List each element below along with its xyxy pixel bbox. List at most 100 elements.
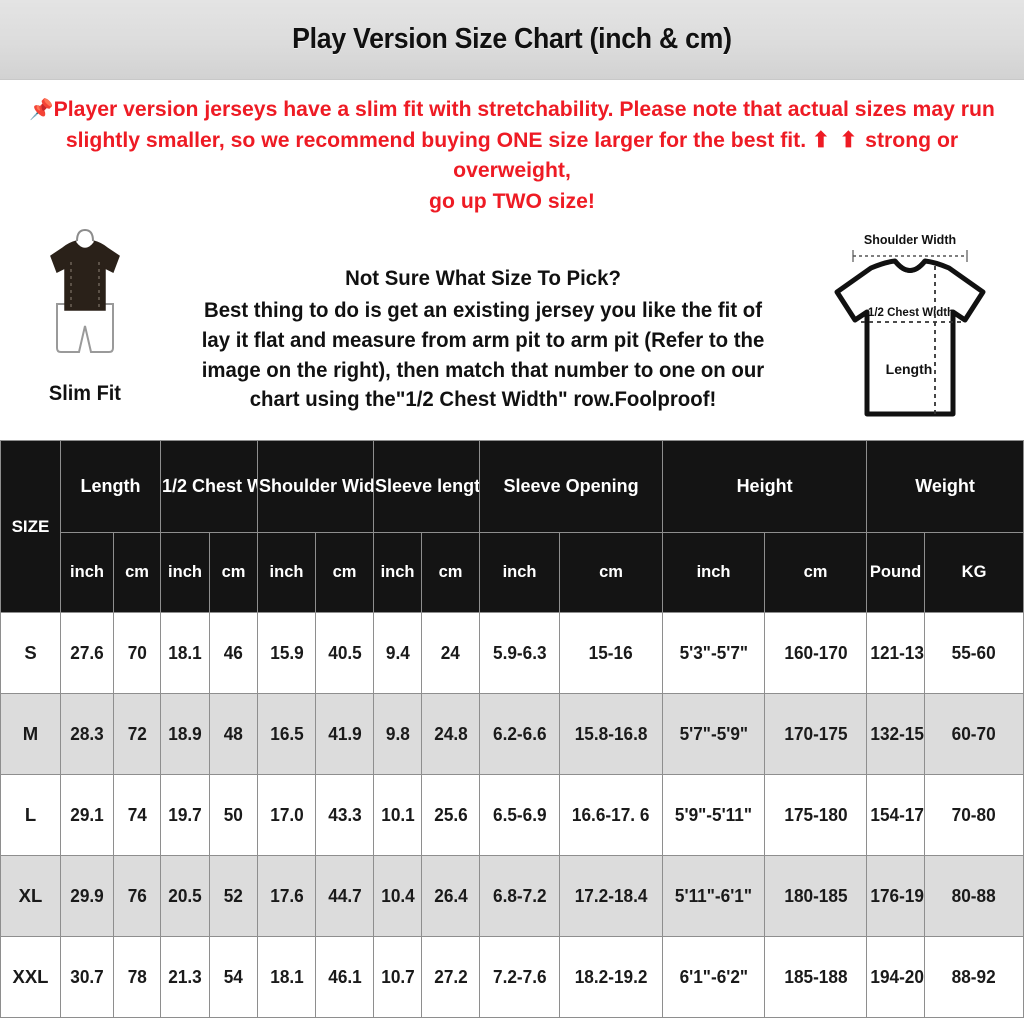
cell-value: 16.6-17. 6 <box>559 774 664 857</box>
howto-line-2: flat and measure from arm pit to arm pit… <box>201 328 765 382</box>
slim-fit-block: Slim Fit <box>0 222 170 406</box>
cell-value: 5'3"-5'7" <box>662 612 766 695</box>
cell-value: 18.2-19.2 <box>559 936 664 1019</box>
howto-text: Not Sure What Size To Pick? Best thing t… <box>179 222 786 415</box>
unit-header-row: inch cm inch cm inch cm inch cm inch cm … <box>1 532 1024 614</box>
group-header-row: SIZE Length 1/2 Chest Width Shoulder Wid… <box>0 440 1024 614</box>
table-row: M 28.3 72 18.9 48 16.5 41.9 9.8 24.8 6.2-6.6 15.8-… <box>0 693 1024 776</box>
notice-line-2b: strong or overweight, <box>453 127 959 183</box>
notice-line-1: Player version jerseys have a slim fit w… <box>53 97 995 121</box>
pushpin-icon: 📌 <box>29 99 54 121</box>
cell-value: 180-185 <box>764 855 868 938</box>
cell-value: 46.1 <box>315 936 375 1019</box>
cell-value: 28.3 <box>60 693 114 776</box>
cell-value: 24 <box>421 612 481 695</box>
notice-line-3: go up TWO size! <box>429 188 595 213</box>
length-label: Length <box>886 361 933 377</box>
cell-value: 88-92 <box>924 936 1024 1019</box>
cell-value: 17.0 <box>257 774 317 857</box>
cell-value: 29.9 <box>60 855 114 938</box>
cell-value: 18.9 <box>160 693 210 776</box>
shoulder-width-label: Shoulder Width <box>864 233 956 247</box>
page-title: Play Version Size Chart (inch & cm) <box>292 23 732 55</box>
howto-line-1: Best thing to do is get an existing jers… <box>201 298 762 352</box>
cell-value: 29.1 <box>60 774 114 857</box>
cell-value: 10.1 <box>373 774 423 857</box>
header-group-half-chest-width: 1/2 Chest Width <box>159 440 259 534</box>
header-unit-half-chest-cm: cm <box>208 532 259 614</box>
cell-value: 54 <box>208 936 259 1019</box>
cell-value: 5'9"-5'11" <box>662 774 766 857</box>
cell-value: 17.2-18.4 <box>559 855 664 938</box>
howto-question: Not Sure What Size To Pick? <box>345 267 621 291</box>
slim-fit-label: Slim Fit <box>48 382 122 406</box>
table-row: XL 29.9 76 20.5 52 17.6 44.7 10.4 26.4 6.8-7.2 17.… <box>0 855 1024 938</box>
cell-size: S <box>0 612 61 695</box>
header-unit-shoulder-inch: inch <box>257 532 317 614</box>
header-group-sleeve-opening: Sleeve Opening <box>479 440 664 534</box>
cell-value: 52 <box>208 855 259 938</box>
cell-value: 70 <box>113 612 161 695</box>
header-unit-sleeve-opening-inch: inch <box>479 532 561 614</box>
table-row: L 29.1 74 19.7 50 17.0 43.3 10.1 25.6 6.5-6.9 16.6… <box>0 774 1024 857</box>
cell-value: 160-170 <box>764 612 868 695</box>
jersey-and-shorts-icon <box>50 229 120 354</box>
cell-value: 176-194 <box>866 855 926 938</box>
cell-value: 185-188 <box>764 936 868 1019</box>
title-band: Play Version Size Chart (inch & cm) <box>0 0 1024 80</box>
notice-text: 📌Player version jerseys have a slim fit … <box>8 80 1017 222</box>
cell-value: 43.3 <box>315 774 375 857</box>
cell-value: 40.5 <box>315 612 375 695</box>
header-unit-height-cm: cm <box>764 532 868 614</box>
cell-value: 17.6 <box>257 855 317 938</box>
cell-value: 41.9 <box>315 693 375 776</box>
header-unit-sleeve-length-cm: cm <box>421 532 481 614</box>
cell-size: L <box>0 774 61 857</box>
cell-value: 121-132 <box>866 612 926 695</box>
cell-value: 72 <box>113 693 161 776</box>
tshirt-measurement-icon: Shoulder Width 1/2 Chest Width Length <box>834 233 986 417</box>
cell-value: 19.7 <box>160 774 210 857</box>
cell-value: 5'11"-6'1" <box>662 855 766 938</box>
cell-value: 48 <box>208 693 259 776</box>
cell-value: 170-175 <box>764 693 868 776</box>
cell-value: 70-80 <box>924 774 1024 857</box>
header-group-height: Height <box>662 440 868 534</box>
cell-value: 6'1"-6'2" <box>662 936 766 1019</box>
cell-value: 154-176 <box>866 774 926 857</box>
header-unit-sleeve-opening-cm: cm <box>559 532 664 614</box>
size-table: SIZE Length 1/2 Chest Width Shoulder Wid… <box>0 440 1024 1019</box>
table-head: SIZE Length 1/2 Chest Width Shoulder Wid… <box>0 440 1024 614</box>
cell-value: 74 <box>113 774 161 857</box>
cell-value: 24.8 <box>421 693 481 776</box>
cell-size: M <box>0 693 61 776</box>
cell-value: 9.8 <box>373 693 423 776</box>
cell-value: 18.1 <box>160 612 210 695</box>
cell-value: 60-70 <box>924 693 1024 776</box>
cell-value: 50 <box>208 774 259 857</box>
cell-value: 6.8-7.2 <box>479 855 561 938</box>
cell-value: 15.8-16.8 <box>559 693 664 776</box>
cell-value: 10.7 <box>373 936 423 1019</box>
cell-value: 5.9-6.3 <box>479 612 561 695</box>
header-group-length: Length <box>60 440 161 534</box>
cell-value: 5'7"-5'9" <box>662 693 766 776</box>
header-group-shoulder-width: Shoulder Width <box>257 440 375 534</box>
header-unit-length-inch: inch <box>60 532 114 614</box>
header-group-weight: Weight <box>866 440 1024 534</box>
cell-value: 18.1 <box>257 936 317 1019</box>
cell-value: 16.5 <box>257 693 317 776</box>
cell-value: 44.7 <box>315 855 375 938</box>
cell-value: 7.2-7.6 <box>479 936 561 1019</box>
cell-value: 15-16 <box>559 612 664 695</box>
header-unit-sleeve-length-inch: inch <box>373 532 423 614</box>
cell-value: 26.4 <box>421 855 481 938</box>
cell-value: 46 <box>208 612 259 695</box>
cell-value: 20.5 <box>160 855 210 938</box>
cell-value: 10.4 <box>373 855 423 938</box>
cell-size: XL <box>0 855 61 938</box>
notice-line-2a: slightly smaller, so we recommend buying… <box>65 127 807 152</box>
cell-value: 80-88 <box>924 855 1024 938</box>
header-group-sleeve-length: Sleeve length <box>373 440 481 534</box>
